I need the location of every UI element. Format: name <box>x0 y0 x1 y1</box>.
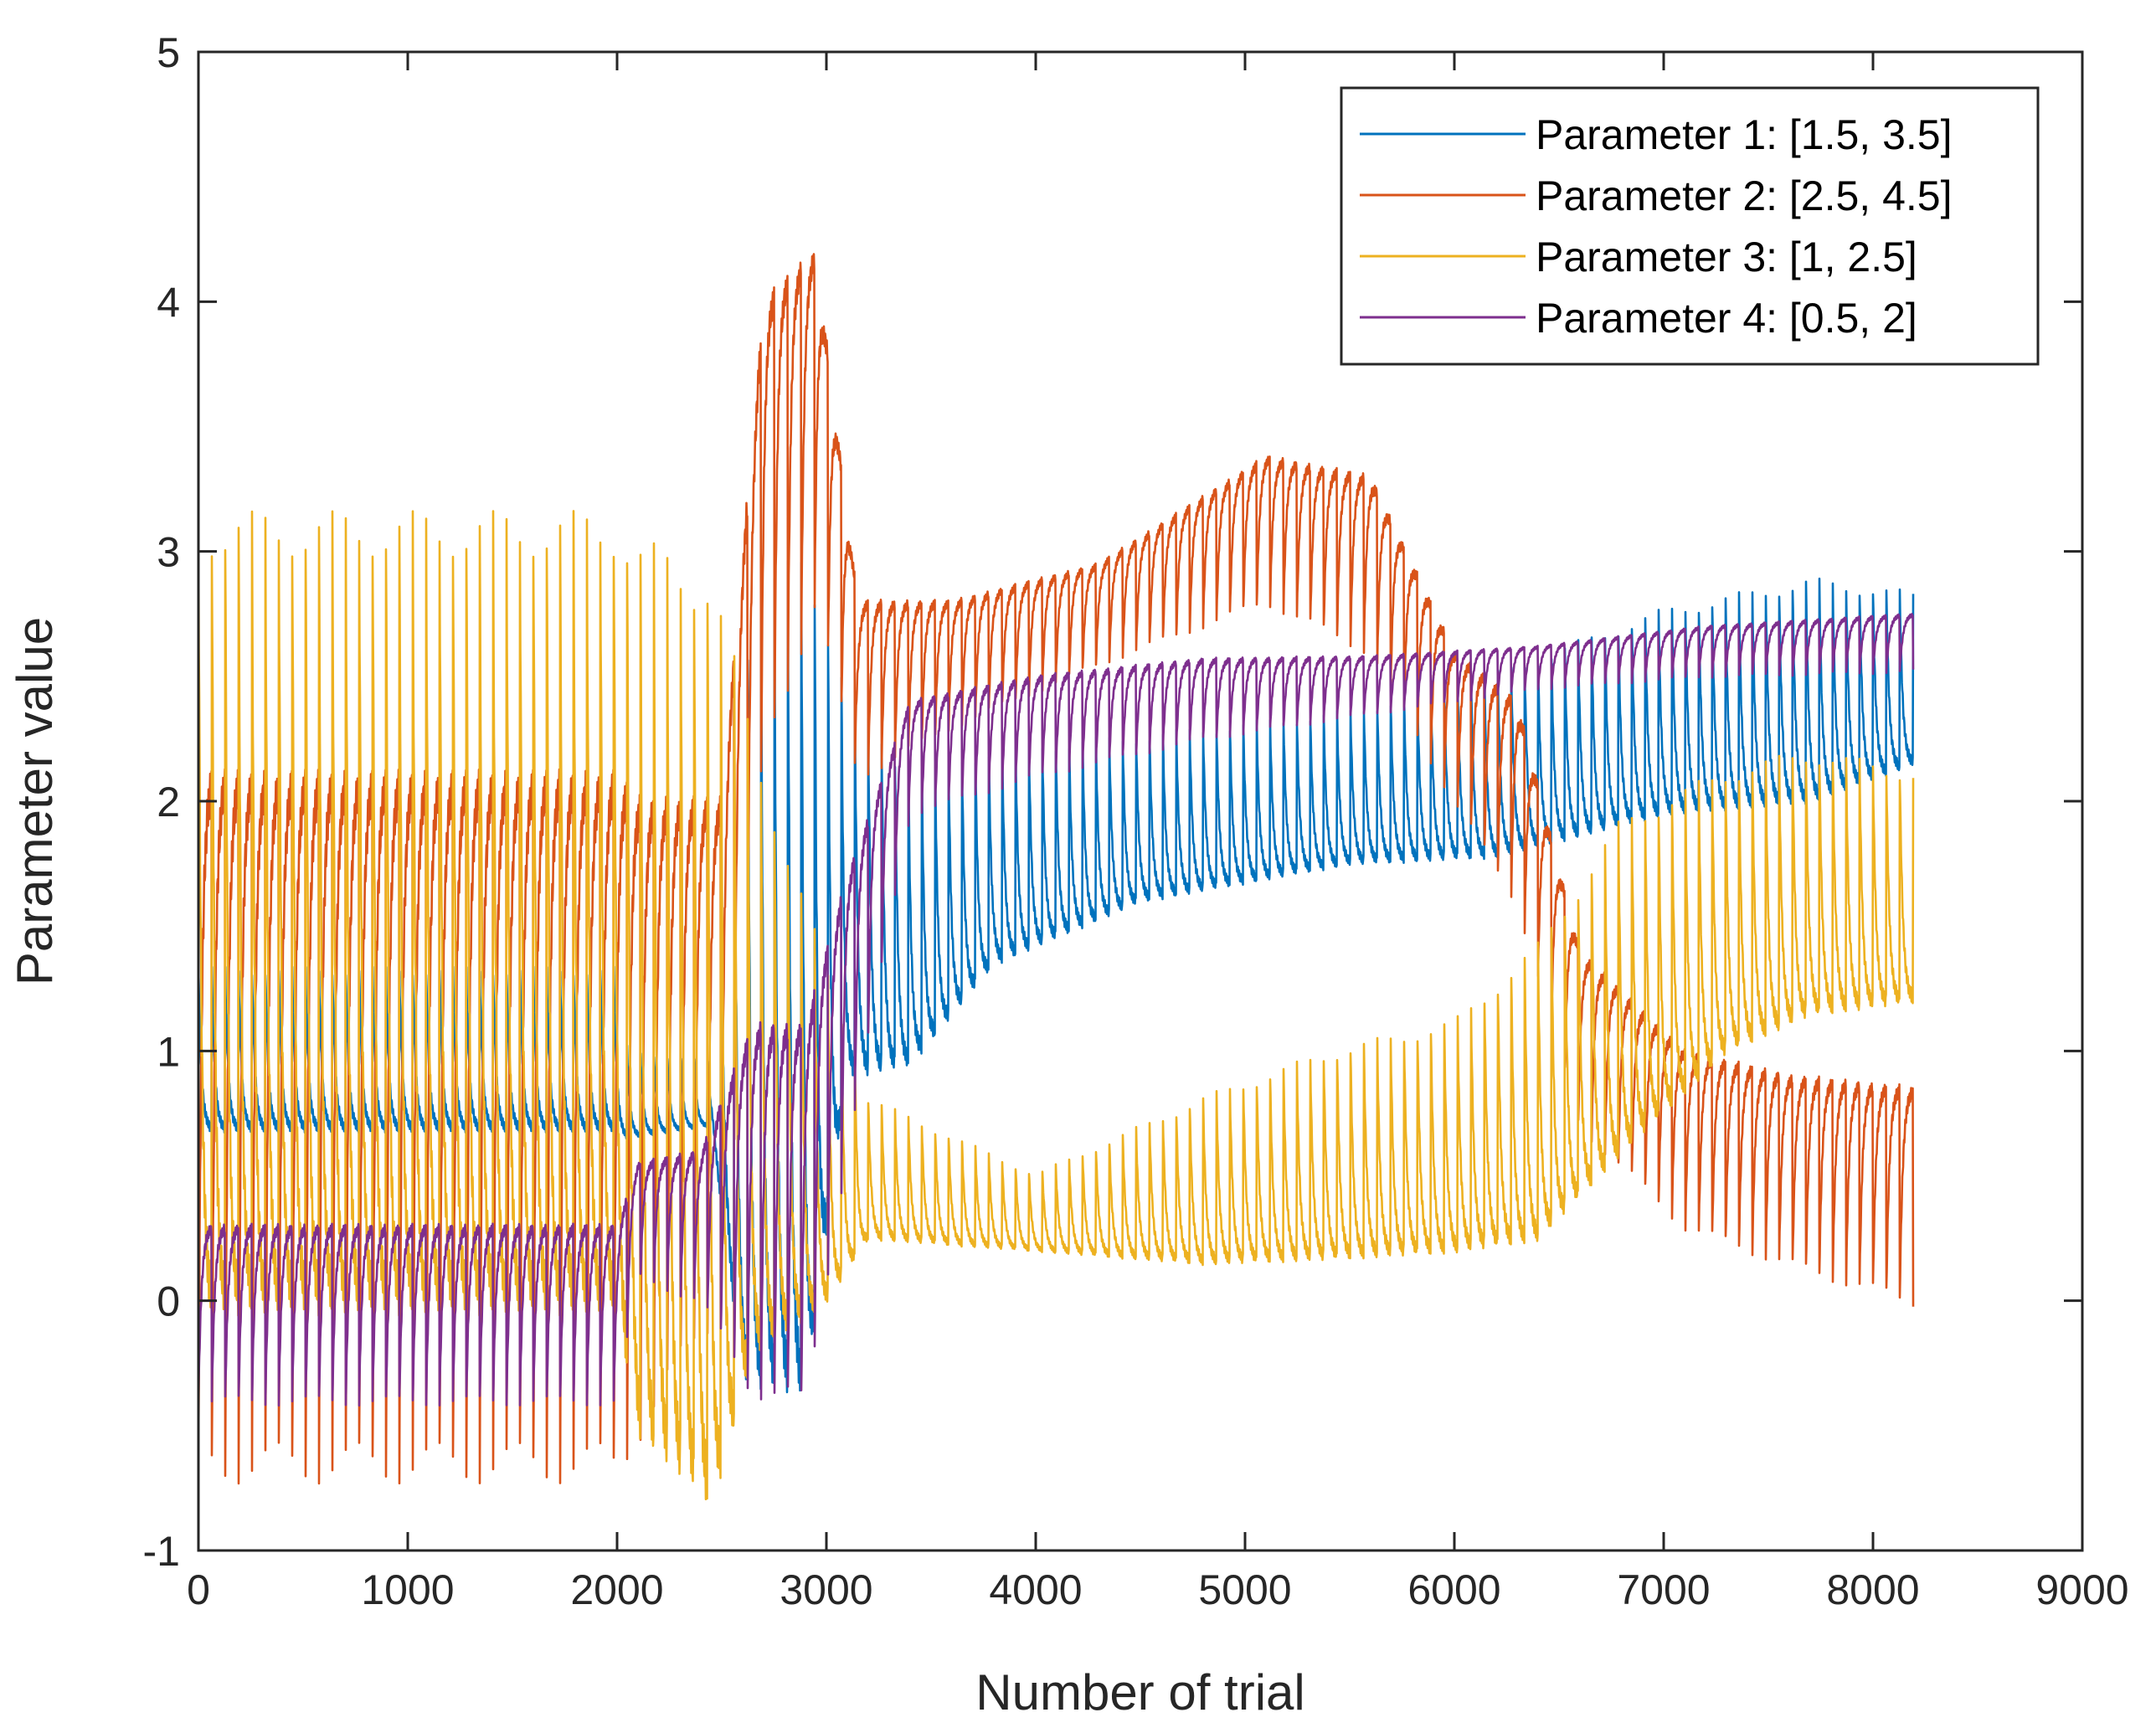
y-tick-label: 1 <box>157 1028 180 1075</box>
y-tick-label: 5 <box>157 29 180 76</box>
x-tick-label: 8000 <box>1826 1566 1919 1613</box>
y-axis-title: Parameter value <box>7 617 63 985</box>
x-tick-label: 1000 <box>361 1566 454 1613</box>
legend: Parameter 1: [1.5, 3.5] Parameter 2: [2.5… <box>1340 86 2040 366</box>
x-tick-label: 6000 <box>1407 1566 1500 1613</box>
y-tick-label: 2 <box>157 779 180 825</box>
y-tick-label: 0 <box>157 1278 180 1325</box>
series-line-4 <box>197 613 1915 1406</box>
legend-label-4: Parameter 4: [0.5, 2] <box>1536 295 1917 342</box>
x-tick-label: 0 <box>187 1566 210 1613</box>
y-tick-label: -1 <box>143 1528 180 1575</box>
y-tick-label: 4 <box>157 279 180 326</box>
series-layer <box>197 253 1915 1500</box>
x-tick-label: 7000 <box>1617 1566 1710 1613</box>
legend-label-2: Parameter 2: [2.5, 4.5] <box>1536 172 1953 219</box>
x-axis-title: Number of trial <box>975 1664 1304 1720</box>
y-tick-label: 3 <box>157 529 180 576</box>
x-tick-label: 3000 <box>780 1566 872 1613</box>
x-tick-label: 2000 <box>570 1566 663 1613</box>
x-tick-label: 9000 <box>2035 1566 2128 1613</box>
legend-label-3: Parameter 3: [1, 2.5] <box>1536 234 1917 280</box>
tick-layer: 0 1000 2000 3000 4000 5000 6000 7000 8000 9000-10… <box>143 29 2129 1613</box>
x-tick-label: 4000 <box>989 1566 1082 1613</box>
legend-label-1: Parameter 1: [1.5, 3.5] <box>1536 111 1953 158</box>
x-tick-label: 5000 <box>1198 1566 1291 1613</box>
series-line-3 <box>197 510 1915 1500</box>
